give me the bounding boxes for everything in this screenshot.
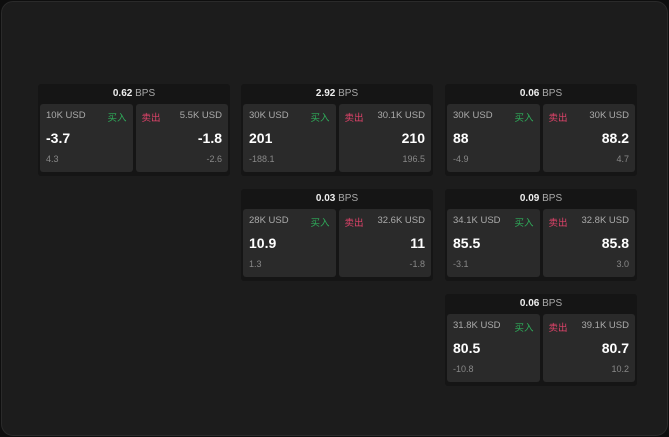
spread-header: 0.09 BPS xyxy=(445,189,637,209)
sell-price: 88.2 xyxy=(601,130,629,146)
quote-card: 0.06 BPS 31.8K USD 买入 80.5 -10.8 卖出 39.1K … xyxy=(445,294,637,386)
spread-header: 0.62 BPS xyxy=(38,84,230,104)
spread-unit: BPS xyxy=(338,88,359,99)
sell-price: 210 xyxy=(401,130,425,146)
sell-button[interactable]: 卖出 5.5K USD -1.8 -2.6 xyxy=(135,104,228,172)
spread-value: 0.06 xyxy=(519,298,540,309)
sell-change: -2.6 xyxy=(206,154,222,164)
sell-button[interactable]: 卖出 32.6K USD 11 -1.8 xyxy=(338,209,431,277)
spread-header: 0.06 BPS xyxy=(445,84,637,104)
sell-button[interactable]: 卖出 30K USD 88.2 4.7 xyxy=(542,104,635,172)
spread-header: 0.06 BPS xyxy=(445,294,637,314)
buy-size: 30K USD xyxy=(453,110,493,121)
quote-card: 0.06 BPS 30K USD 买入 88 -4.9 卖出 30K USD 88.… xyxy=(445,84,637,176)
sell-size: 5.5K USD xyxy=(179,110,222,121)
sell-price: 80.7 xyxy=(601,340,629,356)
spread-unit: BPS xyxy=(542,88,563,99)
buy-label: 买入 xyxy=(514,218,534,229)
spread-unit: BPS xyxy=(338,193,359,204)
sell-size: 32.8K USD xyxy=(581,215,629,226)
buy-price: 88 xyxy=(453,130,469,146)
buy-size: 28K USD xyxy=(249,215,289,226)
buy-label: 买入 xyxy=(107,113,127,124)
buy-label: 买入 xyxy=(310,113,330,124)
sell-button[interactable]: 卖出 30.1K USD 210 196.5 xyxy=(338,104,431,172)
spread-value: 0.09 xyxy=(519,193,540,204)
buy-button[interactable]: 10K USD 买入 -3.7 4.3 xyxy=(40,104,133,172)
buy-price: 85.5 xyxy=(453,235,481,251)
sell-button[interactable]: 卖出 39.1K USD 80.7 10.2 xyxy=(542,314,635,382)
sell-change: 3.0 xyxy=(616,259,629,269)
spread-value: 0.62 xyxy=(112,88,133,99)
buy-change: -10.8 xyxy=(453,364,474,374)
sell-price: -1.8 xyxy=(197,130,222,146)
sell-change: 4.7 xyxy=(616,154,629,164)
spread-value: 0.03 xyxy=(315,193,336,204)
sell-change: 10.2 xyxy=(611,364,629,374)
sell-price: 85.8 xyxy=(601,235,629,251)
spread-unit: BPS xyxy=(542,298,563,309)
buy-size: 30K USD xyxy=(249,110,289,121)
spread-header: 2.92 BPS xyxy=(241,84,433,104)
quote-card: 0.62 BPS 10K USD 买入 -3.7 4.3 卖出 5.5K USD -… xyxy=(38,84,230,176)
sell-label: 卖出 xyxy=(548,113,568,124)
buy-label: 买入 xyxy=(514,323,534,334)
sell-change: 196.5 xyxy=(402,154,425,164)
buy-price: 10.9 xyxy=(249,235,277,251)
sell-size: 30K USD xyxy=(589,110,629,121)
buy-price: 80.5 xyxy=(453,340,481,356)
sell-label: 卖出 xyxy=(548,218,568,229)
buy-change: -3.1 xyxy=(453,259,469,269)
sell-size: 39.1K USD xyxy=(581,320,629,331)
buy-button[interactable]: 31.8K USD 买入 80.5 -10.8 xyxy=(447,314,540,382)
buy-button[interactable]: 30K USD 买入 201 -188.1 xyxy=(243,104,336,172)
sell-label: 卖出 xyxy=(344,113,364,124)
sell-button[interactable]: 卖出 32.8K USD 85.8 3.0 xyxy=(542,209,635,277)
sell-size: 30.1K USD xyxy=(377,110,425,121)
buy-change: 4.3 xyxy=(46,154,59,164)
buy-size: 10K USD xyxy=(46,110,86,121)
spread-unit: BPS xyxy=(135,88,156,99)
sell-price: 11 xyxy=(410,235,425,251)
buy-label: 买入 xyxy=(310,218,330,229)
buy-label: 买入 xyxy=(514,113,534,124)
buy-button[interactable]: 30K USD 买入 88 -4.9 xyxy=(447,104,540,172)
sell-change: -1.8 xyxy=(409,259,425,269)
spread-value: 0.06 xyxy=(519,88,540,99)
buy-button[interactable]: 34.1K USD 买入 85.5 -3.1 xyxy=(447,209,540,277)
buy-size: 31.8K USD xyxy=(453,320,501,331)
buy-button[interactable]: 28K USD 买入 10.9 1.3 xyxy=(243,209,336,277)
spread-header: 0.03 BPS xyxy=(241,189,433,209)
sell-label: 卖出 xyxy=(548,323,568,334)
sell-label: 卖出 xyxy=(141,113,161,124)
quote-card: 0.03 BPS 28K USD 买入 10.9 1.3 卖出 32.6K USD … xyxy=(241,189,433,281)
spread-value: 2.92 xyxy=(315,88,336,99)
sell-size: 32.6K USD xyxy=(377,215,425,226)
buy-change: -188.1 xyxy=(249,154,275,164)
buy-size: 34.1K USD xyxy=(453,215,501,226)
quote-card: 0.09 BPS 34.1K USD 买入 85.5 -3.1 卖出 32.8K U… xyxy=(445,189,637,281)
buy-change: 1.3 xyxy=(249,259,262,269)
buy-change: -4.9 xyxy=(453,154,469,164)
buy-price: -3.7 xyxy=(46,130,71,146)
sell-label: 卖出 xyxy=(344,218,364,229)
buy-price: 201 xyxy=(249,130,273,146)
spread-unit: BPS xyxy=(542,193,563,204)
quote-card: 2.92 BPS 30K USD 买入 201 -188.1 卖出 30.1K US… xyxy=(241,84,433,176)
